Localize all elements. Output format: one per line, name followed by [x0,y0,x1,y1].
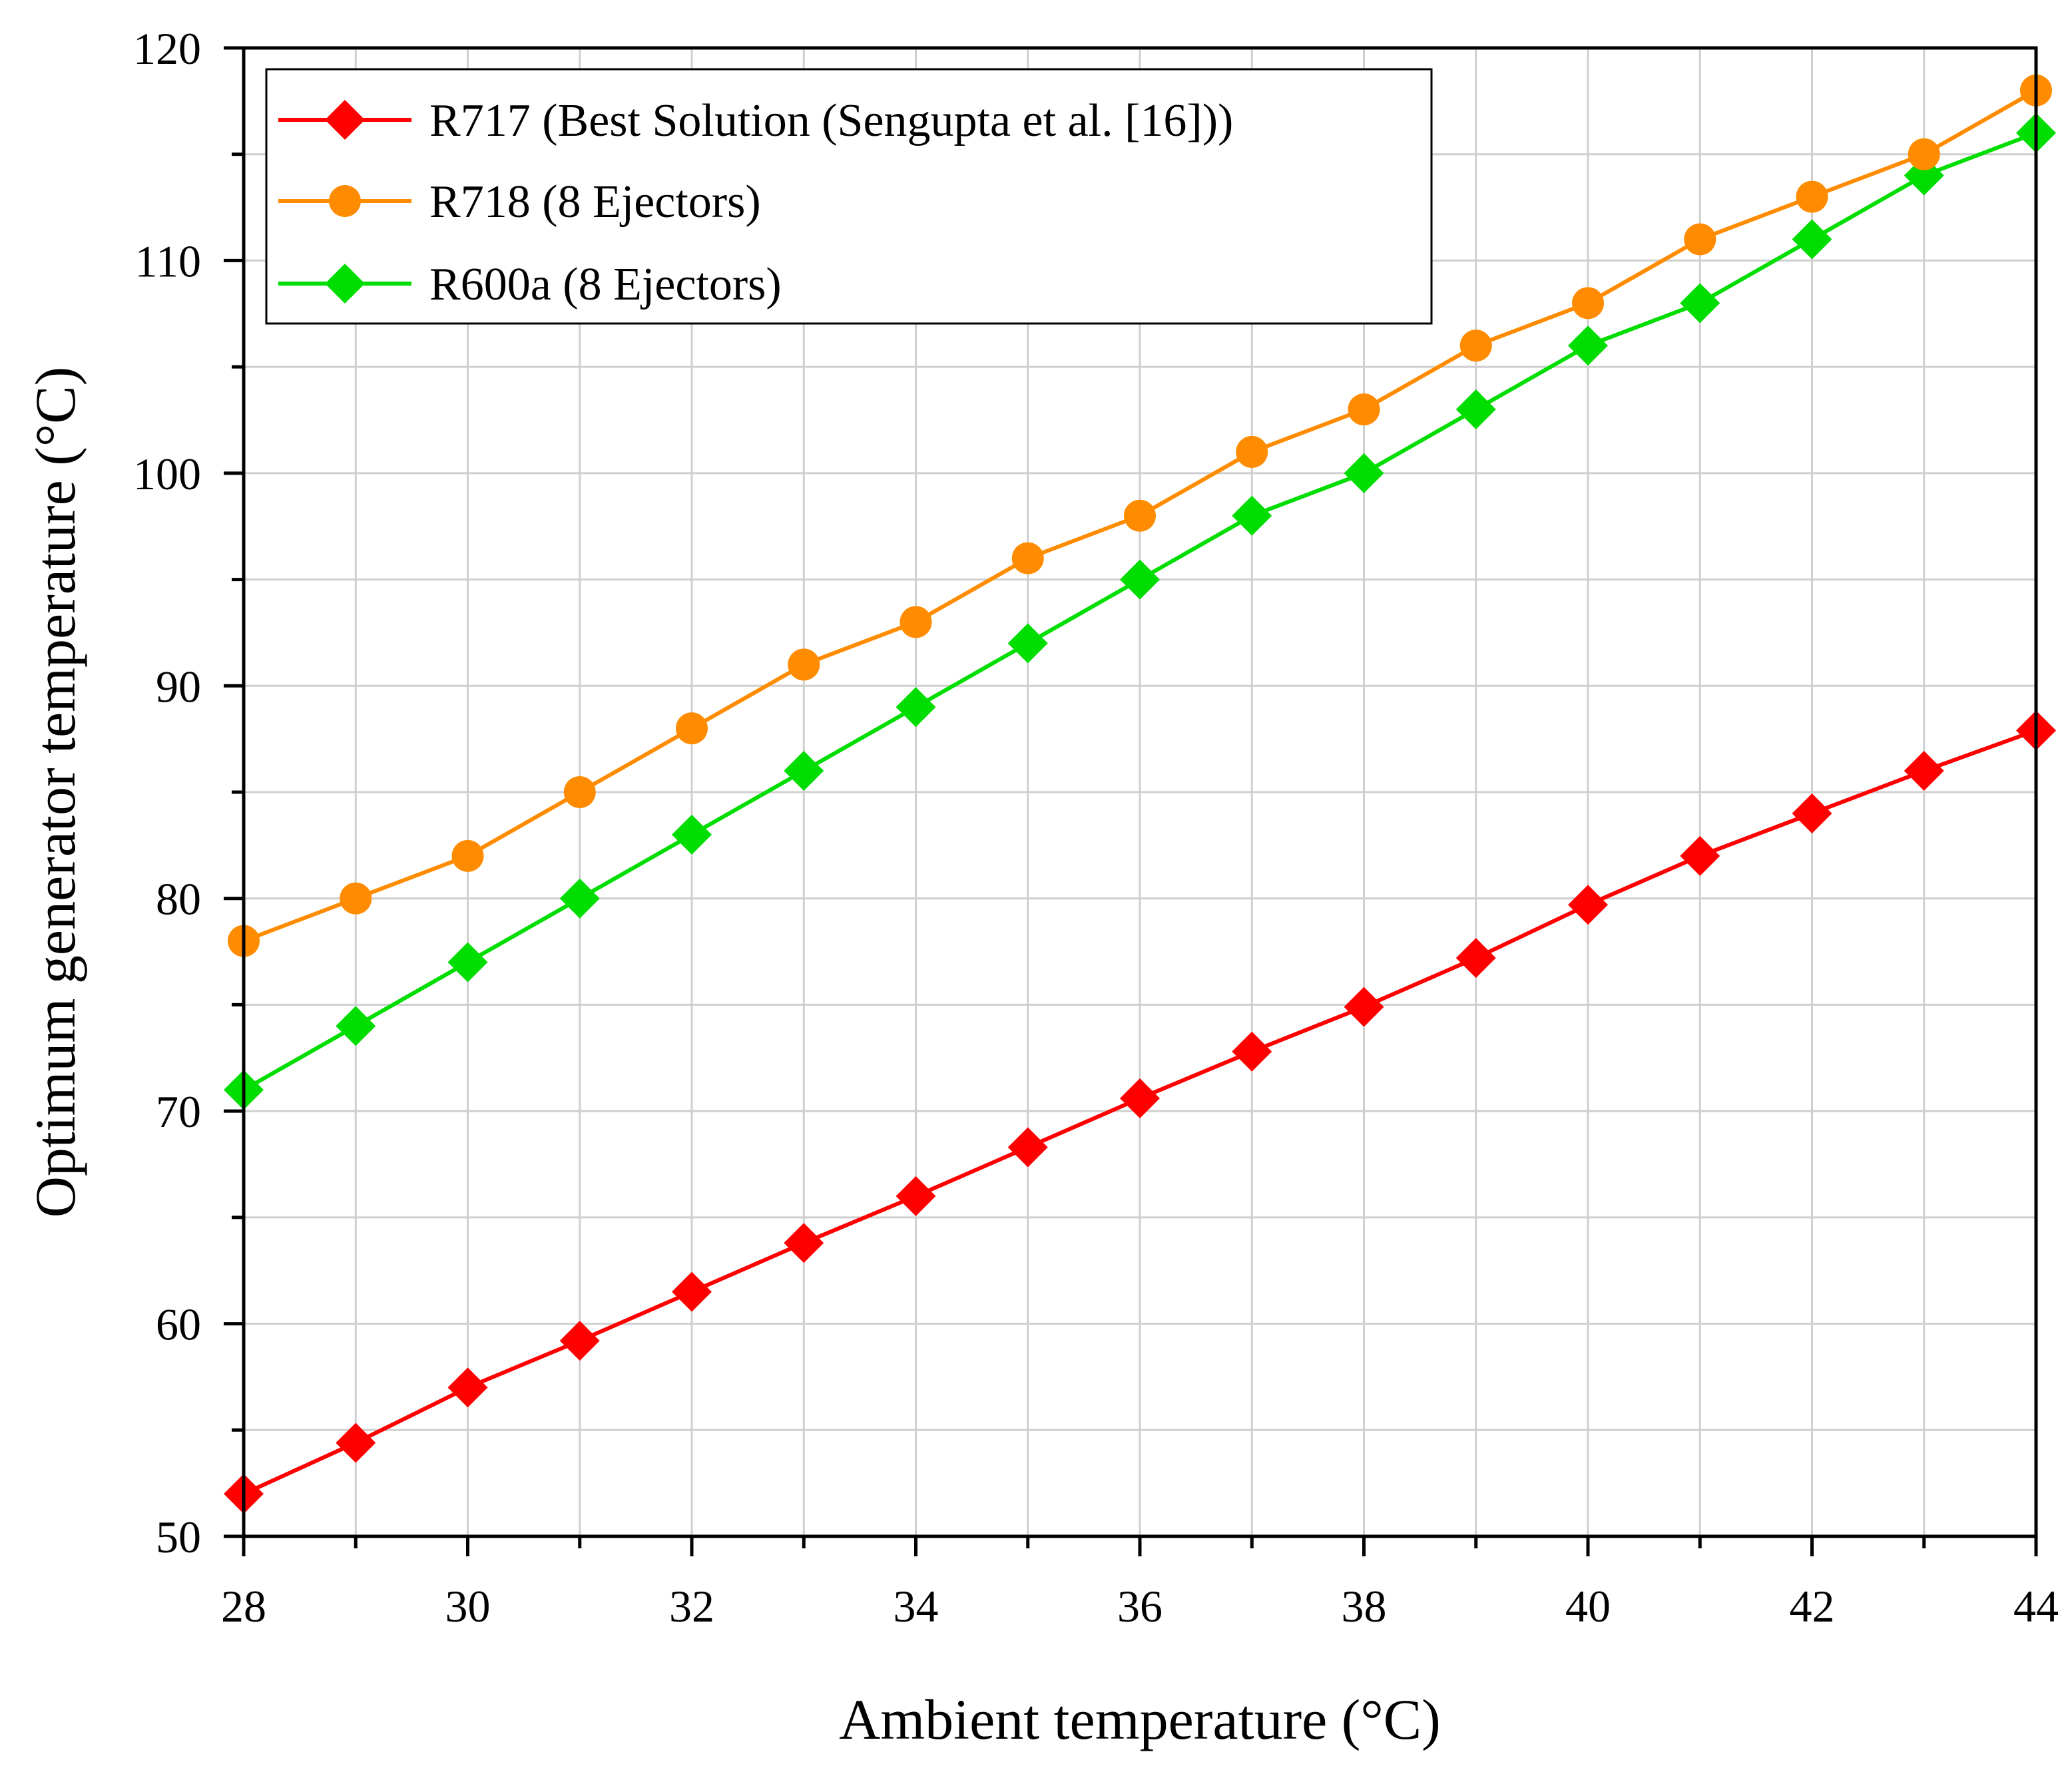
data-point [1348,393,1380,426]
data-point [1680,835,1720,876]
data-point [1344,987,1384,1027]
data-point [1344,453,1384,493]
data-point [1684,223,1716,256]
data-point [1120,559,1160,600]
data-point [559,878,600,919]
legend-item: R600a (8 Ejectors) [278,259,782,310]
data-point [1120,1078,1160,1118]
legend-marker-swatch [325,100,365,140]
data-point [1455,938,1496,979]
data-point [1568,885,1608,925]
x-tick-label: 40 [1565,1581,1611,1632]
y-tick-label: 90 [156,661,201,712]
legend: R717 (Best Solution (Sengupta et al. [16… [265,68,1433,325]
data-point [336,1423,376,1463]
data-point [1455,389,1496,430]
legend-label: R600a (8 Ejectors) [429,259,782,310]
y-tick-label: 70 [156,1086,201,1137]
data-point [676,712,708,745]
y-tick-label: 50 [156,1512,201,1562]
y-tick-label: 100 [133,449,201,499]
x-tick-label: 42 [1790,1581,1835,1632]
data-point [1908,138,1940,170]
data-point [1792,793,1832,833]
y-tick-label: 80 [156,874,201,925]
tick-labels: 28 30 32 34 36 38 40 42 44 50 60 70 80 90 100 110 120 [133,23,2059,1632]
y-tick-label: 60 [156,1299,201,1350]
data-point [1904,751,1944,791]
data-point [1232,1031,1272,1072]
legend-label: R717 (Best Solution (Sengupta et al. [16… [429,95,1233,146]
y-axis-title: Optimum generator temperature (°C) [23,367,87,1218]
legend-marker-swatch [325,264,365,304]
data-point [788,648,820,681]
data-point [451,839,484,872]
legend-items: R717 (Best Solution (Sengupta et al. [16… [278,95,1233,310]
legend-marker-swatch [329,185,361,217]
data-point [340,882,372,915]
data-point [784,1223,824,1263]
data-point [563,776,596,808]
x-tick-label: 30 [445,1581,491,1632]
data-point [1124,499,1156,532]
legend-item: R718 (8 Ejectors) [278,176,761,228]
data-point [1792,219,1832,260]
data-point [447,942,488,983]
x-tick-label: 36 [1117,1581,1163,1632]
data-point [900,606,932,638]
y-tick-label: 110 [135,236,201,286]
x-tick-label: 34 [894,1581,939,1632]
y-tick-label: 120 [133,23,201,74]
data-point [1568,326,1608,366]
data-point [672,814,712,855]
data-point [447,1367,488,1408]
legend-box [265,68,1433,325]
data-point [896,687,936,728]
x-axis-title: Ambient temperature (°C) [839,1687,1441,1751]
x-tick-label: 38 [1342,1581,1387,1632]
data-point [1236,435,1268,468]
data-point [896,1176,936,1216]
data-point [1007,623,1048,664]
data-point [1459,330,1492,362]
legend-item: R717 (Best Solution (Sengupta et al. [16… [278,95,1233,146]
x-tick-label: 32 [669,1581,714,1632]
series-r600a [224,112,2056,1110]
legend-label: R718 (8 Ejectors) [429,176,761,228]
data-point [1011,542,1044,574]
data-point [1232,495,1272,536]
data-point [1796,180,1828,213]
x-tick-label: 44 [2013,1581,2059,1632]
data-point [784,751,824,791]
data-point [1680,283,1720,324]
data-point [336,1006,376,1046]
data-point [1007,1127,1048,1168]
data-point [1572,287,1604,320]
x-tick-label: 28 [221,1581,266,1632]
series-r718 [228,74,2052,957]
axis-ticks [224,46,2038,1556]
data-point [672,1271,712,1312]
data-point [559,1321,600,1361]
